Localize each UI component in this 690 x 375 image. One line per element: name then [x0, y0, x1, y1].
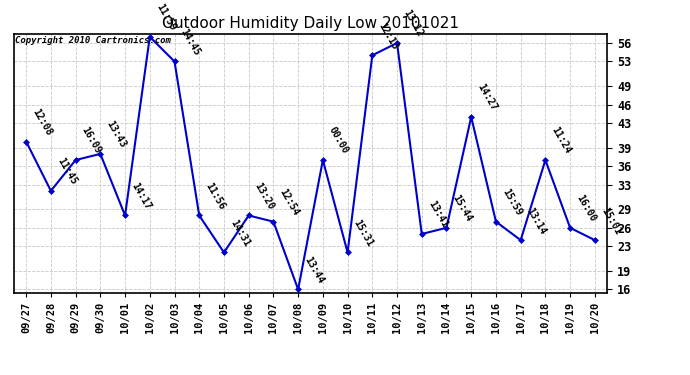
Text: 11:59: 11:59 — [154, 2, 177, 33]
Text: 14:17: 14:17 — [129, 181, 152, 212]
Text: 13:20: 13:20 — [253, 181, 276, 212]
Text: 11:45: 11:45 — [55, 156, 79, 187]
Text: 16:00: 16:00 — [574, 193, 598, 224]
Text: 15:31: 15:31 — [352, 218, 375, 248]
Text: 13:41: 13:41 — [426, 200, 449, 230]
Text: 16:09: 16:09 — [80, 126, 103, 156]
Text: 14:27: 14:27 — [475, 82, 499, 113]
Text: 14:31: 14:31 — [228, 218, 251, 248]
Text: 13:14: 13:14 — [525, 206, 548, 236]
Text: 14:45: 14:45 — [179, 27, 202, 57]
Text: 15:44: 15:44 — [451, 193, 474, 224]
Text: 13:44: 13:44 — [302, 255, 326, 285]
Text: 12:54: 12:54 — [277, 187, 301, 218]
Text: 15:01: 15:01 — [599, 206, 622, 236]
Text: Copyright 2010 Cartronics.com: Copyright 2010 Cartronics.com — [15, 36, 171, 45]
Text: 11:56: 11:56 — [204, 181, 227, 212]
Text: 11:24: 11:24 — [549, 126, 573, 156]
Text: 12:13: 12:13 — [377, 21, 400, 51]
Text: 15:59: 15:59 — [500, 187, 524, 218]
Text: 13:12: 13:12 — [401, 8, 424, 39]
Text: 00:00: 00:00 — [327, 126, 351, 156]
Text: 13:43: 13:43 — [104, 119, 128, 150]
Title: Outdoor Humidity Daily Low 20101021: Outdoor Humidity Daily Low 20101021 — [162, 16, 459, 31]
Text: 12:08: 12:08 — [30, 107, 54, 137]
